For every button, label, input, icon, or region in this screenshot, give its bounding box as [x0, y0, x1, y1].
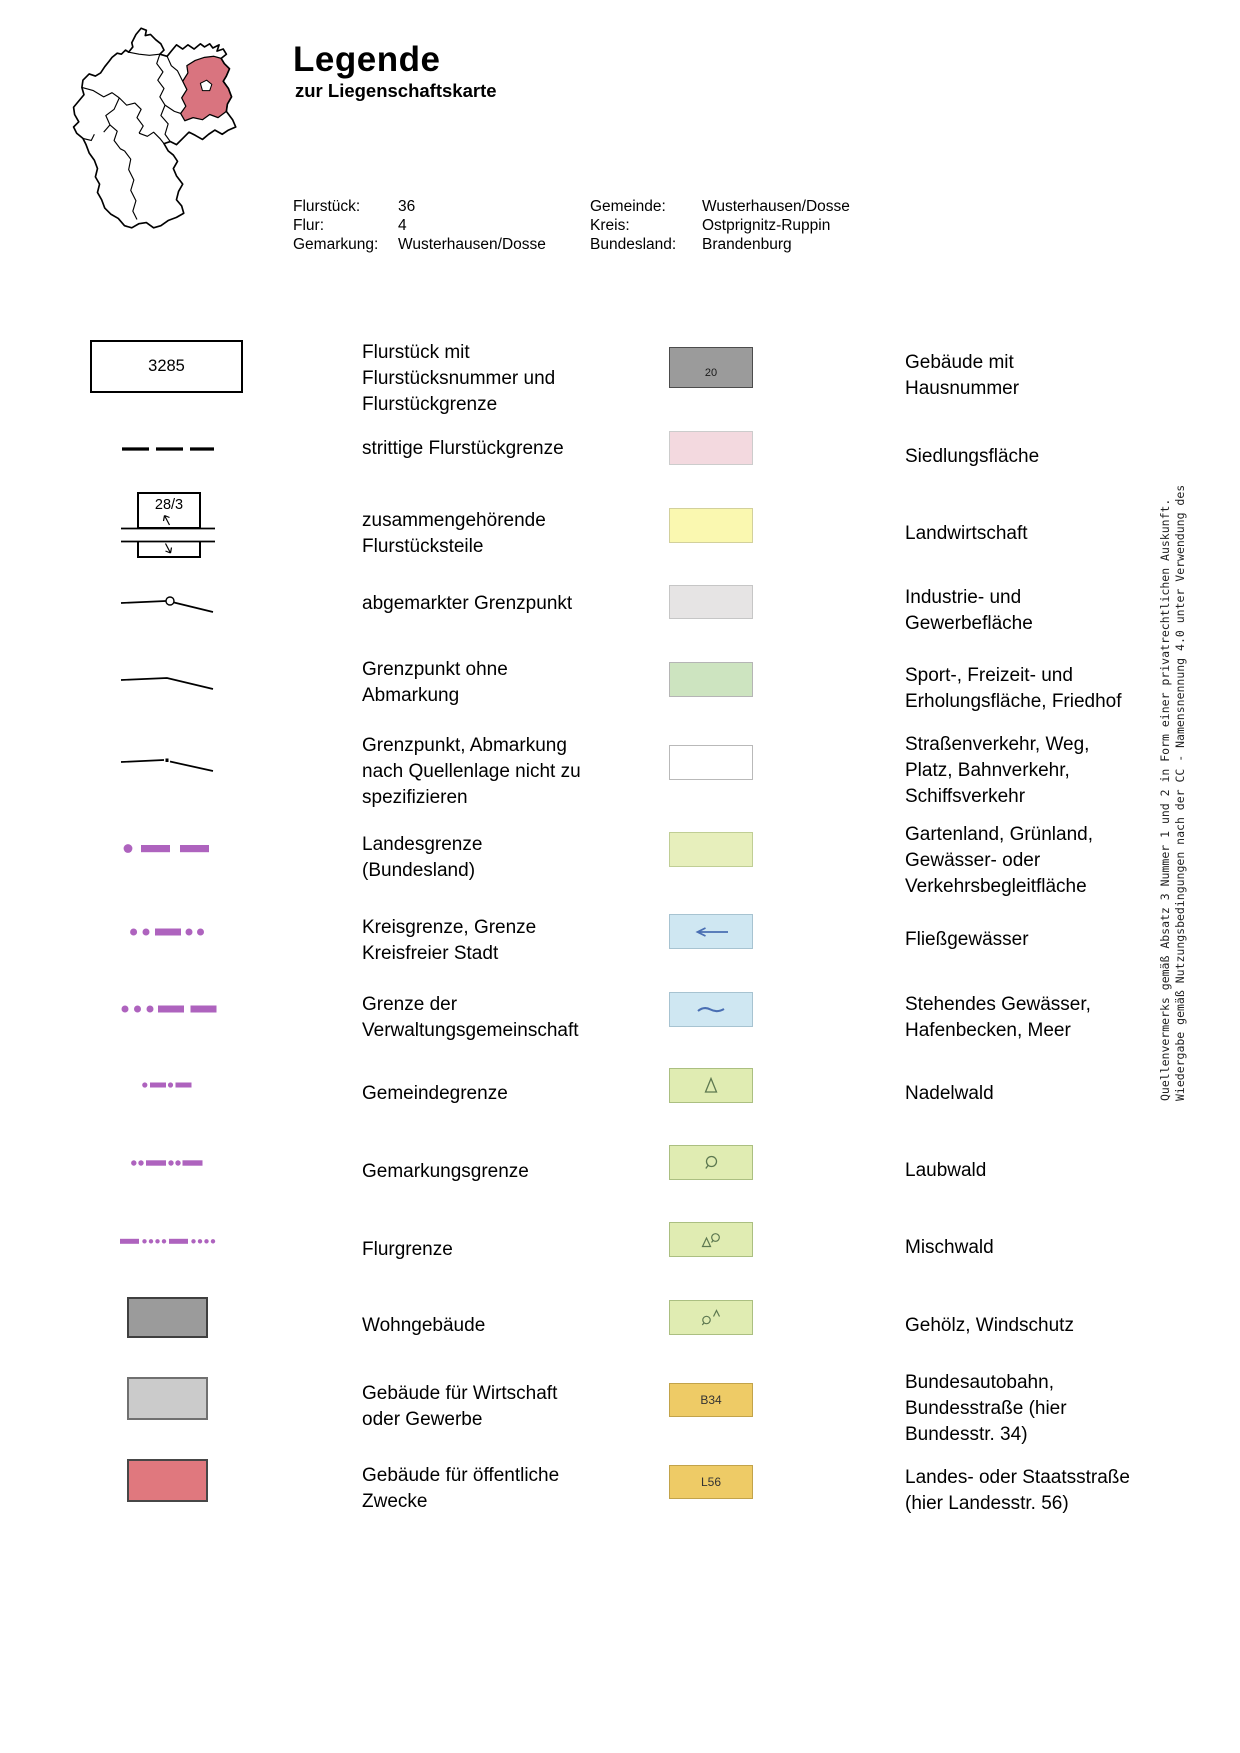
page-subtitle: zur Liegenschaftskarte	[295, 80, 497, 101]
garden-grassland-area-symbol	[669, 832, 753, 867]
legend-label: Laubwald	[905, 1160, 987, 1181]
sport-recreation-area-symbol	[669, 662, 753, 697]
state-boundary-symbol	[123, 844, 209, 853]
legend-label: Landesgrenze (Bundesland)	[362, 834, 483, 881]
legend-label: Siedlungsfläche	[905, 446, 1040, 467]
parcel-number-sample: 3285	[148, 357, 185, 375]
federal-road-number: B34	[700, 1393, 722, 1407]
info-value: Wusterhausen/Dosse	[398, 236, 546, 253]
info-value: Wusterhausen/Dosse	[702, 198, 850, 215]
germany-map	[72, 27, 237, 229]
district-boundary-symbol	[130, 928, 204, 936]
conifer-tree-icon	[704, 1077, 718, 1093]
coniferous-forest-symbol	[669, 1068, 753, 1103]
info-value: 36	[398, 198, 416, 215]
info-label: Kreis:	[590, 217, 630, 234]
municipality-boundary-symbol	[142, 1082, 192, 1088]
residential-building-symbol	[127, 1297, 208, 1338]
boundary-point-unspecified-symbol	[120, 758, 214, 772]
mixed-forest-symbol	[669, 1222, 753, 1257]
legend-label: Gemarkungsgrenze	[362, 1161, 529, 1182]
commercial-building-symbol	[127, 1377, 208, 1420]
legend-label: strittige Flurstückgrenze	[362, 438, 564, 459]
berlin-region	[199, 79, 213, 92]
legend-label: Stehendes Gewässer, Hafenbecken, Meer	[905, 994, 1091, 1041]
info-value: 4	[398, 217, 407, 234]
legend-label: Grenzpunkt, Abmarkung nach Quellenlage n…	[362, 735, 581, 808]
deciduous-forest-symbol	[669, 1145, 753, 1180]
boundary-point-without-mark-symbol	[120, 677, 214, 690]
flowing-water-symbol	[669, 914, 753, 949]
legend-label: Grenze der Verwaltungsgemeinschaft	[362, 994, 579, 1041]
usage-note-line-1: Wiedergabe gemäß Nutzungsbedingungen nac…	[1173, 484, 1187, 1101]
parcel-part-number: 28/3	[155, 497, 183, 513]
info-label: Gemarkung:	[293, 236, 379, 253]
parcel-number-box-symbol: 3285	[90, 340, 243, 393]
public-building-symbol	[127, 1459, 208, 1502]
standing-water-symbol	[669, 992, 753, 1027]
legend-label: Gebäude für öffentliche Zwecke	[362, 1465, 560, 1512]
legend-label: Kreisgrenze, Grenze Kreisfreier Stadt	[362, 917, 537, 964]
usage-note: Quellenvermerks gemäß Absatz 3 Nummer 1 …	[1158, 479, 1188, 1101]
legend-label: Gebäude für Wirtschaft oder Gewerbe	[362, 1383, 558, 1430]
legend-label: Gemeindegrenze	[362, 1083, 508, 1104]
grove-windbreak-symbol	[669, 1300, 753, 1335]
legend-label: Flurstück mit Flurstücksnummer und Flurs…	[362, 342, 556, 415]
info-label: Flur:	[293, 217, 324, 234]
traffic-area-symbol	[669, 745, 753, 780]
info-label: Gemeinde:	[590, 198, 666, 215]
deciduous-tree-icon	[705, 1155, 718, 1169]
legend-label: Industrie- und Gewerbefläche	[905, 587, 1033, 634]
legend-label: Wohngebäude	[362, 1315, 486, 1336]
legend-label: Sport-, Freizeit- und Erholungsfläche, F…	[905, 665, 1122, 712]
info-value: Ostprignitz-Ruppin	[702, 217, 831, 234]
legend-label: Grenzpunkt ohne Abmarkung	[362, 659, 508, 706]
cadastral-district-boundary-symbol	[131, 1160, 203, 1166]
legend-label: abgemarkter Grenzpunkt	[362, 593, 573, 614]
state-road-symbol: L56	[669, 1465, 753, 1499]
grove-icon	[701, 1309, 721, 1326]
mixed-forest-icon	[701, 1232, 720, 1247]
legend-label: Nadelwald	[905, 1083, 994, 1104]
usage-note-line-2: Quellenvermerks gemäß Absatz 3 Nummer 1 …	[1158, 498, 1172, 1101]
info-value: Brandenburg	[702, 236, 792, 253]
legend-label: Flurgrenze	[362, 1239, 453, 1260]
industry-area-symbol	[669, 585, 753, 619]
info-label: Flurstück:	[293, 198, 361, 215]
marked-boundary-point-symbol	[120, 596, 214, 613]
house-number-sample: 20	[704, 366, 718, 379]
federal-road-symbol: B34	[669, 1383, 753, 1417]
administrative-community-boundary-symbol	[121, 1005, 217, 1013]
flow-arrow-icon	[695, 926, 728, 937]
building-with-house-number-symbol: 20	[669, 347, 753, 388]
legend-label: Landwirtschaft	[905, 523, 1028, 544]
legend-label: Fließgewässer	[905, 929, 1029, 950]
legend-label: Bundesautobahn, Bundesstraße (hier Bunde…	[905, 1372, 1067, 1445]
legend-label: zusammengehörende Flurstücksteile	[362, 510, 546, 557]
info-label: Bundesland:	[590, 236, 677, 253]
legend-label: Straßenverkehr, Weg, Platz, Bahnverkehr,…	[905, 734, 1090, 807]
legend-label: Gartenland, Grünland, Gewässer- oder Ver…	[905, 824, 1094, 897]
legend-label: Landes- oder Staatsstraße (hier Landesst…	[905, 1467, 1130, 1514]
legend-label: Gebäude mit Hausnummer	[905, 352, 1020, 399]
germany-outline	[72, 27, 237, 229]
settlement-area-symbol	[669, 431, 753, 465]
page-title: Legende	[293, 40, 441, 79]
agriculture-area-symbol	[669, 508, 753, 543]
state-road-number: L56	[700, 1475, 722, 1489]
related-parcel-parts-symbol: 28/3	[121, 492, 215, 558]
legend-label: Mischwald	[905, 1237, 994, 1258]
wave-icon	[697, 1006, 725, 1012]
disputed-boundary-symbol	[122, 447, 214, 451]
field-boundary-symbol	[120, 1238, 216, 1244]
legend-label: Gehölz, Windschutz	[905, 1315, 1074, 1336]
